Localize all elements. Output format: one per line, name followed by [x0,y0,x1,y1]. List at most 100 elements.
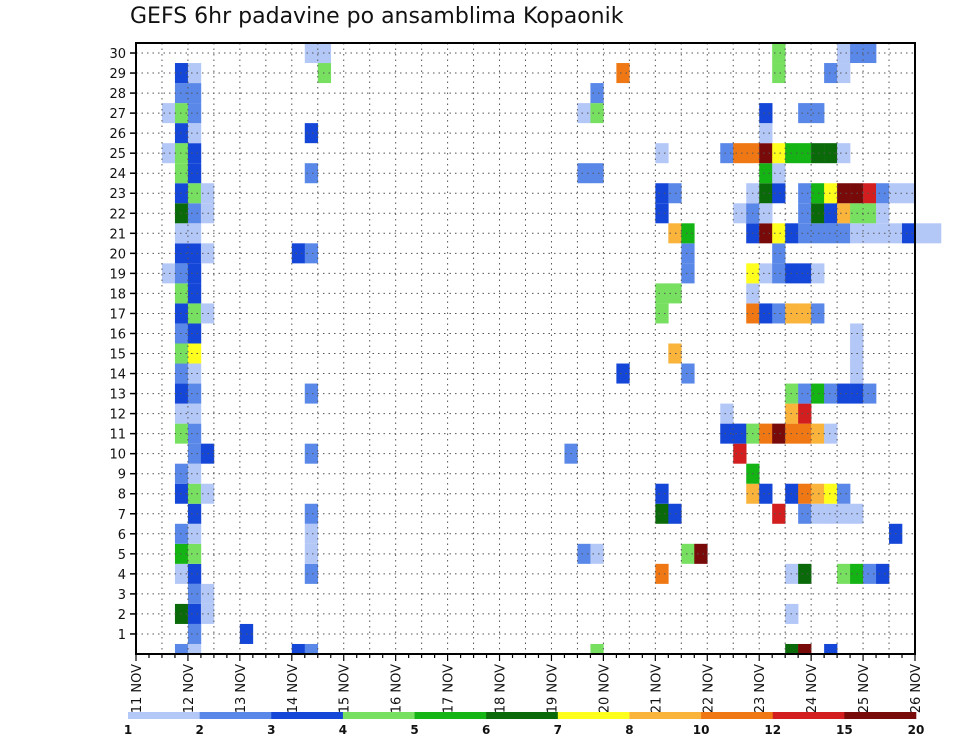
heatmap-cell [187,203,202,224]
heatmap-cell [304,643,319,654]
colorbar-swatch [342,712,415,719]
heatmap-cell [759,163,773,184]
colorbar-label: 6 [482,723,490,737]
heatmap-cell [811,183,825,204]
heatmap-cell [655,483,669,504]
colorbar-swatch [414,712,487,719]
heatmap-cell [187,183,202,204]
heatmap-cell [720,403,734,424]
heatmap-cell [174,543,189,564]
heatmap-cell [655,143,669,164]
y-tick-label: 1 [118,628,126,643]
heatmap-cell [798,383,812,404]
heatmap-cell [616,363,630,384]
heatmap-cell [824,423,838,444]
colorbar-swatch [772,712,845,719]
heatmap-cell [811,103,825,124]
heatmap-cell [837,563,851,584]
heatmap-cell [187,643,202,654]
heatmap-cell [174,423,189,444]
heatmap-cell [304,523,319,544]
heatmap-cell [759,143,773,164]
heatmap-cell [174,183,189,204]
heatmap-cell [811,383,825,404]
heatmap-cell [304,443,319,464]
heatmap-cell [668,503,682,524]
y-tick-label: 21 [109,227,126,242]
heatmap-cell [577,543,591,564]
heatmap-cell [837,383,851,404]
heatmap-cell [720,143,734,164]
heatmap-cell [161,143,176,164]
heatmap-cell [798,423,812,444]
y-tick-label: 7 [118,508,126,523]
heatmap-cell [187,543,202,564]
heatmap-cell [798,303,812,324]
y-tick-label: 15 [109,348,126,363]
heatmap-cell [304,383,319,404]
x-tick-label: 16 NOV [390,664,405,713]
colorbar-label: 5 [410,723,418,737]
heatmap-cell [811,223,825,244]
heatmap-cell [187,463,202,484]
colorbar-label: 10 [693,723,710,737]
x-tick-label: 21 NOV [649,664,664,713]
grid-lines [136,43,915,654]
heatmap-cell [811,263,825,284]
y-tick-label: 19 [109,267,126,282]
y-tick-label: 23 [109,187,126,202]
y-tick-label: 12 [109,408,126,423]
heatmap-cell [798,563,812,584]
colorbar-label: 15 [836,723,853,737]
y-tick-label: 22 [109,207,126,222]
heatmap-cell [824,483,838,504]
heatmap-cell [174,603,189,624]
x-tick-label: 26 NOV [909,664,924,713]
heatmap-cell [174,483,189,504]
heatmap-cell [759,123,773,144]
heatmap-cell [304,163,319,184]
heatmap-cell [772,143,786,164]
heatmap-cell [668,283,682,304]
heatmap-cell [863,563,877,584]
heatmap-cell [304,563,319,584]
heatmap-cell [655,503,669,524]
colorbar-label: 1 [124,723,132,737]
heatmap-cell [304,43,319,64]
y-tick-label: 10 [109,448,126,463]
heatmap-cell [824,203,838,224]
heatmap-cell [902,183,916,204]
heatmap-cell [174,223,189,244]
heatmap-cell [798,503,812,524]
heatmap-cell [772,63,786,84]
heatmap-cell [876,203,890,224]
heatmap-cell [772,263,786,284]
heatmap-cell [772,503,786,524]
heatmap-cell [187,63,202,84]
heatmap-cell [187,383,202,404]
heatmap-cell [772,163,786,184]
heatmap-cell [655,303,669,324]
heatmap-cell [772,423,786,444]
heatmap-cell [681,263,695,284]
colorbar-swatch [271,712,344,719]
heatmap-cell [720,423,734,444]
heatmap-cell [187,163,202,184]
heatmap-cell [174,323,189,344]
colorbar-swatch [629,712,702,719]
x-tick-label: 20 NOV [597,664,612,713]
heatmap-cell [863,183,877,204]
plot-frame [135,42,916,655]
heatmap-cell [590,83,604,104]
colorbar-swatch [128,712,200,719]
heatmap-cell [837,503,851,524]
heatmap-cell [174,563,189,584]
x-tick-label: 19 NOV [545,664,560,713]
heatmap-cell [161,103,176,124]
heatmap-cell [811,203,825,224]
y-tick-label: 25 [109,147,126,162]
heatmap-cell [174,143,189,164]
heatmap-cell [811,303,825,324]
heatmap-cell [174,63,189,84]
heatmap-cell [863,43,877,64]
